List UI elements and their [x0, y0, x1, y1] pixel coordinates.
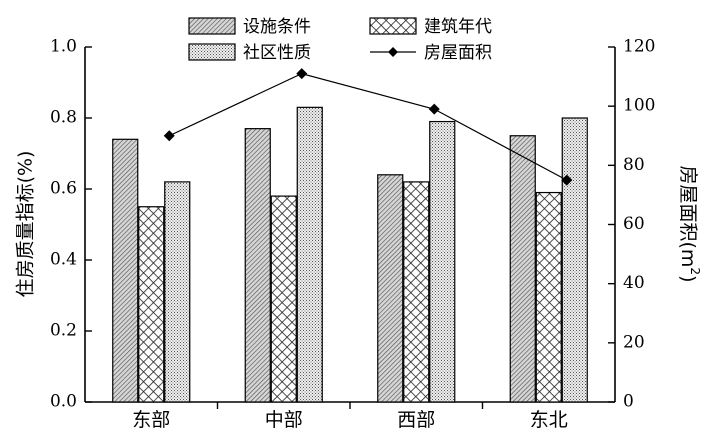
left-tick-label: 0.2 — [50, 321, 77, 341]
right-axis-title-main: 房屋面积(m — [678, 166, 700, 268]
left-axis-title: 住房质量指标(%) — [15, 151, 37, 298]
area-point-marker — [428, 103, 440, 115]
legend-swatch-community — [188, 43, 236, 61]
right-tick-label: 80 — [623, 155, 645, 175]
category-label: 中部 — [265, 409, 303, 431]
right-axis-title-close: ) — [678, 275, 700, 282]
left-tick-label: 0.6 — [50, 179, 77, 199]
right-tick-label: 60 — [623, 214, 645, 234]
legend-label-building-age: 建筑年代 — [424, 17, 492, 37]
left-tick-label: 1.0 — [50, 37, 77, 57]
right-tick-label: 40 — [623, 273, 645, 293]
right-tick-label: 100 — [623, 96, 655, 116]
bar-dots — [296, 106, 323, 403]
bar-diagonal — [377, 174, 404, 403]
bar-dots — [429, 120, 456, 403]
right-axis-title-superscript: 2 — [689, 267, 703, 275]
area-point-marker — [163, 130, 175, 142]
right-tick-label: 0 — [623, 392, 634, 412]
left-tick-label: 0.4 — [50, 250, 77, 270]
category-label: 东部 — [132, 409, 170, 431]
bar-series-group — [112, 106, 588, 403]
area-point-marker — [561, 174, 573, 186]
bar-crosshatch — [138, 206, 165, 403]
bar-crosshatch — [535, 191, 562, 403]
legend-swatch-building-age — [369, 17, 417, 35]
legend-swatch-facility — [188, 17, 236, 35]
area-point-marker — [296, 68, 308, 80]
bar-dots — [164, 181, 191, 403]
right-y-ticks: 0 20 40 60 80 100 120 — [608, 37, 655, 412]
category-label: 东北 — [530, 409, 568, 431]
right-tick-label: 20 — [623, 332, 645, 352]
legend-marker-area — [388, 47, 398, 57]
legend-label-facility: 设施条件 — [243, 17, 311, 37]
left-tick-label: 0.0 — [50, 392, 77, 412]
left-y-ticks: 0.0 0.2 0.4 0.6 0.8 1.0 — [50, 37, 92, 412]
bar-crosshatch — [403, 181, 430, 403]
legend-label-area: 房屋面积 — [424, 43, 492, 63]
legend: 设施条件 建筑年代 社区性质 房屋面积 — [188, 17, 492, 63]
area-line — [168, 72, 568, 181]
bar-crosshatch — [270, 195, 297, 403]
category-labels: 东部 中部 西部 东北 — [132, 402, 568, 431]
right-axis-title: 房屋面积(m2) — [678, 166, 703, 283]
bar-diagonal — [112, 138, 139, 403]
bar-diagonal — [244, 128, 271, 403]
left-tick-label: 0.8 — [50, 108, 77, 128]
bar-diagonal — [509, 135, 536, 403]
category-label: 西部 — [397, 409, 435, 431]
line-series-group — [163, 68, 573, 186]
legend-label-community: 社区性质 — [243, 43, 311, 63]
right-tick-label: 120 — [623, 37, 655, 57]
bar-dots — [561, 117, 588, 403]
